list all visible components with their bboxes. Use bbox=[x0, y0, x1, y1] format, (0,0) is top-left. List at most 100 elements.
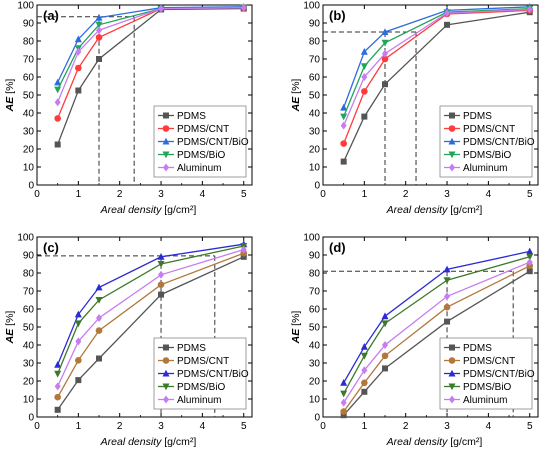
data-point bbox=[95, 13, 103, 21]
data-point bbox=[443, 277, 451, 284]
y-tick-label: 10 bbox=[309, 395, 321, 406]
data-point bbox=[95, 21, 103, 29]
y-tick-label: 30 bbox=[309, 359, 321, 370]
data-point bbox=[158, 291, 165, 298]
x-axis-label: Areal density [g/cm²] bbox=[386, 436, 483, 448]
data-point bbox=[360, 352, 368, 360]
data-point bbox=[381, 352, 389, 360]
legend-marker bbox=[449, 395, 455, 404]
data-point bbox=[96, 56, 103, 62]
data-point bbox=[526, 268, 533, 275]
y-tick-label: 100 bbox=[17, 233, 34, 244]
y-tick-label: 80 bbox=[23, 269, 35, 280]
legend-entry: PDMS bbox=[463, 111, 492, 122]
legend-marker bbox=[163, 112, 169, 119]
data-point bbox=[74, 320, 82, 328]
y-tick-label: 10 bbox=[23, 395, 35, 406]
legend-entry: PDMS bbox=[177, 343, 206, 354]
legend-entry: PDMS/CNT bbox=[177, 124, 229, 135]
data-point bbox=[240, 3, 247, 12]
data-point bbox=[158, 270, 165, 279]
data-point bbox=[157, 261, 165, 268]
legend-entry: PDMS/BiO bbox=[463, 382, 512, 393]
x-tick-label: 0 bbox=[320, 421, 326, 432]
data-point bbox=[75, 337, 82, 346]
legend-marker bbox=[162, 137, 170, 145]
data-point bbox=[75, 87, 82, 94]
data-point bbox=[382, 341, 389, 349]
x-tick-label: 3 bbox=[158, 189, 164, 200]
legend-entry: PDMS/BiO bbox=[463, 150, 512, 161]
legend-entry: PDMS/CNT bbox=[463, 356, 515, 367]
data-point bbox=[444, 318, 451, 325]
y-tick-label: 30 bbox=[309, 127, 321, 138]
x-axis-label-name: Areal density bbox=[100, 436, 162, 448]
data-point bbox=[340, 103, 348, 111]
x-tick-label: 0 bbox=[34, 421, 40, 432]
data-point bbox=[54, 98, 61, 107]
y-axis-label-unit: [%] bbox=[4, 79, 16, 97]
data-point bbox=[54, 382, 61, 391]
data-point bbox=[75, 357, 82, 364]
y-tick-label: 100 bbox=[17, 1, 34, 12]
legend-entry: PDMS bbox=[177, 111, 206, 122]
data-point bbox=[75, 64, 82, 72]
legend-marker bbox=[448, 137, 456, 145]
y-tick-label: 70 bbox=[23, 287, 35, 298]
legend-marker bbox=[162, 151, 170, 159]
legend-marker bbox=[163, 163, 169, 172]
legend-marker bbox=[449, 163, 455, 172]
y-axis-label-name: AE bbox=[290, 328, 302, 345]
x-tick-label: 1 bbox=[362, 189, 368, 200]
x-tick-label: 0 bbox=[320, 189, 326, 200]
y-tick-label: 90 bbox=[309, 251, 321, 262]
x-tick-label: 2 bbox=[403, 421, 409, 432]
y-tick-label: 20 bbox=[309, 145, 321, 156]
y-tick-label: 90 bbox=[23, 19, 35, 30]
y-tick-label: 80 bbox=[309, 37, 321, 48]
legend-marker bbox=[449, 112, 455, 119]
y-tick-label: 0 bbox=[314, 181, 320, 192]
x-tick-label: 2 bbox=[117, 421, 123, 432]
data-point bbox=[381, 312, 389, 320]
data-point bbox=[54, 406, 61, 413]
y-tick-label: 100 bbox=[303, 1, 320, 12]
y-tick-label: 60 bbox=[23, 305, 35, 316]
data-point bbox=[340, 140, 347, 147]
y-axis-label-name: AE bbox=[4, 328, 16, 345]
y-tick-label: 20 bbox=[23, 377, 35, 388]
x-tick-label: 1 bbox=[362, 421, 368, 432]
x-axis-label-unit: [g/cm²] bbox=[447, 436, 482, 448]
x-axis-label: Areal density [g/cm²] bbox=[386, 204, 483, 216]
data-point bbox=[382, 81, 389, 88]
y-tick-label: 0 bbox=[314, 413, 320, 424]
x-tick-label: 2 bbox=[403, 189, 409, 200]
x-tick-label: 5 bbox=[241, 421, 247, 432]
data-point bbox=[95, 327, 103, 334]
x-tick-label: 4 bbox=[200, 189, 206, 200]
series-line bbox=[57, 7, 244, 119]
data-point bbox=[95, 34, 103, 41]
y-tick-label: 60 bbox=[309, 73, 321, 84]
legend-entry: Aluminum bbox=[177, 395, 221, 406]
legend-entry: PDMS/BiO bbox=[177, 150, 226, 161]
data-point bbox=[382, 49, 389, 58]
legend-entry: Aluminum bbox=[463, 395, 507, 406]
data-point bbox=[526, 258, 533, 267]
legend-entry: PDMS/CNT bbox=[463, 124, 515, 135]
legend-marker bbox=[448, 383, 456, 391]
legend-entry: PDMS/CNT/BiO bbox=[177, 369, 249, 380]
legend-entry: Aluminum bbox=[463, 163, 507, 174]
x-tick-label: 0 bbox=[34, 189, 40, 200]
data-point bbox=[526, 253, 534, 261]
y-tick-label: 80 bbox=[309, 269, 321, 280]
data-point bbox=[381, 28, 389, 35]
legend-marker bbox=[162, 383, 170, 391]
y-tick-label: 50 bbox=[309, 323, 321, 334]
x-tick-label: 3 bbox=[444, 189, 450, 200]
y-tick-label: 40 bbox=[23, 341, 35, 352]
data-point bbox=[54, 115, 61, 122]
data-point bbox=[74, 35, 82, 43]
